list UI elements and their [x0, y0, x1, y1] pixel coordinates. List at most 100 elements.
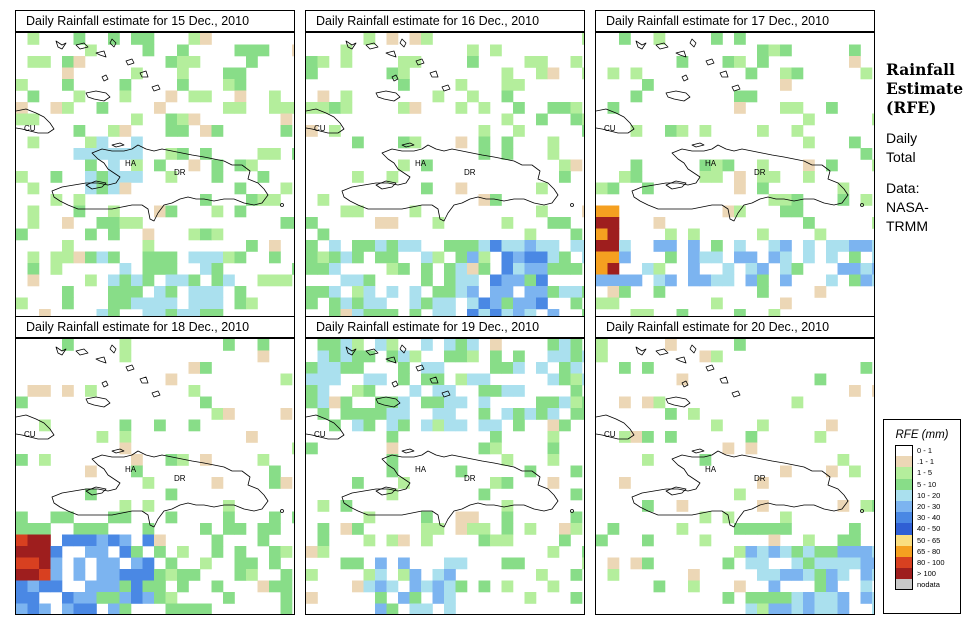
rainfall-cell — [154, 309, 166, 318]
rainfall-cell — [386, 217, 399, 229]
rainfall-cell — [630, 171, 643, 183]
rainfall-cell — [524, 56, 537, 68]
rainfall-cell — [62, 603, 74, 614]
rainfall-cell — [607, 297, 620, 310]
rainfall-cell — [688, 408, 700, 420]
rainfall-cell — [329, 251, 341, 264]
rainfall-cell — [630, 431, 643, 443]
rainfall-cell — [444, 339, 456, 351]
rainfall-cell — [490, 274, 502, 287]
rainfall-cell — [142, 523, 155, 535]
rainfall-cell — [317, 263, 330, 275]
rainfall-cell — [27, 569, 40, 581]
rainfall-cell — [142, 500, 155, 512]
rainfall-cell — [306, 67, 318, 80]
rainfall-cell — [513, 251, 525, 264]
rainfall-cell — [409, 205, 422, 218]
rainfall-cell — [444, 569, 456, 581]
rainfall-cell — [234, 557, 247, 570]
rainfall-cell — [119, 171, 132, 183]
rainfall-cell — [490, 431, 502, 443]
rainfall-panel-19-dec: Daily Rainfall estimate for 19 Dec., 201… — [305, 316, 585, 616]
rainfall-cell — [50, 251, 63, 264]
rainfall-cell — [455, 373, 468, 386]
rainfall-cell — [421, 339, 433, 351]
legend-swatch — [895, 478, 913, 490]
rainfall-cell — [513, 297, 525, 310]
rainfall-cell — [630, 159, 643, 172]
rainfall-cell — [73, 569, 86, 581]
rainfall-cell — [211, 309, 224, 318]
rainfall-cell — [375, 217, 387, 229]
rainfall-cell — [211, 251, 224, 264]
rainfall-cell — [653, 274, 666, 287]
legend-swatch — [895, 489, 913, 501]
rainfall-cell — [734, 240, 746, 252]
sidebar-title-line: Rainfall — [886, 60, 955, 79]
rainfall-cell — [513, 362, 525, 374]
rainfall-cell — [478, 148, 491, 160]
rainfall-cell — [409, 350, 422, 363]
rainfall-cell — [757, 125, 769, 137]
rainfall-cell — [421, 419, 433, 432]
rainfall-cell — [734, 488, 746, 501]
rainfall-cell — [676, 500, 689, 512]
rainfall-cell — [142, 240, 155, 252]
rainfall-cell — [234, 205, 247, 218]
rainfall-cell — [16, 79, 28, 91]
rainfall-cell — [352, 136, 364, 149]
rainfall-cell — [398, 362, 410, 374]
map-label-cuba: CU — [24, 124, 36, 133]
rainfall-cell — [421, 534, 433, 547]
map-label-haiti: HA — [705, 465, 717, 474]
rainfall-cell — [398, 592, 410, 604]
rainfall-cell — [27, 251, 40, 264]
rainfall-cell — [582, 113, 584, 126]
rainfall-cell — [814, 546, 827, 558]
rainfall-cell — [501, 523, 514, 535]
rainfall-cell — [860, 67, 873, 80]
rainfall-cell — [108, 603, 120, 614]
rainfall-cell — [317, 362, 330, 374]
rainfall-cell — [803, 557, 815, 570]
rainfall-cell — [280, 408, 293, 420]
rainfall-cell — [826, 274, 838, 287]
rainfall-cell — [665, 228, 677, 241]
rainfall-cell — [803, 136, 815, 149]
legend-item: 1 - 5 — [895, 467, 960, 479]
rainfall-cell — [547, 580, 560, 593]
rainfall-cell — [409, 297, 422, 310]
rainfall-cell — [826, 251, 838, 264]
map-label-cuba: CU — [314, 430, 326, 439]
rainfall-cell — [352, 274, 364, 287]
rainfall-cell — [722, 263, 735, 275]
rainfall-cell — [131, 454, 143, 466]
rainfall-cell — [559, 251, 571, 264]
rainfall-cell — [501, 90, 514, 103]
rainfall-cell — [131, 159, 143, 172]
rainfall-cell — [246, 56, 258, 68]
rainfall-cell — [642, 396, 654, 409]
rainfall-cell — [536, 113, 548, 126]
rainfall-cell — [363, 408, 376, 420]
rainfall-cell — [340, 557, 353, 570]
rainfall-cell — [757, 263, 769, 275]
rainfall-cell — [211, 286, 224, 298]
rainfall-cell — [653, 263, 666, 275]
rainfall-panel-20-dec: Daily Rainfall estimate for 20 Dec., 201… — [595, 316, 875, 616]
rainfall-cell — [119, 592, 132, 604]
rainfall-cell — [177, 148, 189, 160]
rainfall-cell — [200, 286, 212, 298]
rainfall-cell — [398, 477, 410, 489]
rainfall-cell — [306, 217, 318, 229]
rainfall-cell — [536, 56, 548, 68]
rainfall-cell — [444, 592, 456, 604]
rainfall-cell — [582, 350, 584, 363]
rainfall-cell — [582, 373, 584, 386]
rainfall-cell — [582, 408, 584, 420]
rainfall-cell — [317, 194, 330, 206]
rainfall-cell — [131, 217, 143, 229]
rainfall-cell — [165, 286, 178, 298]
legend-label: 5 - 10 — [917, 479, 937, 489]
rainfall-cell — [280, 217, 293, 229]
